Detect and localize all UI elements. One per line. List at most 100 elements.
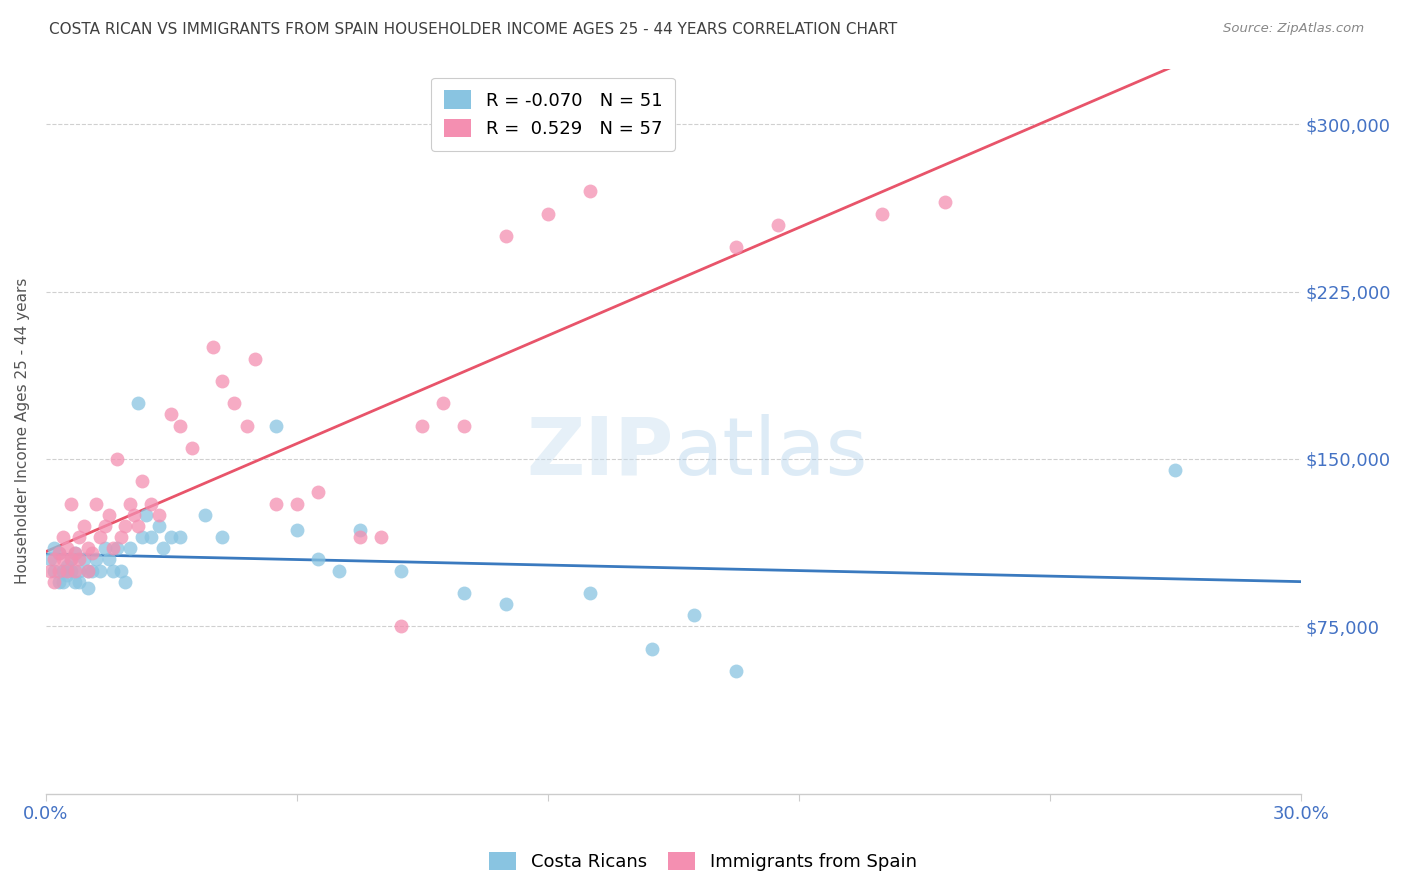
Point — [89, 564, 111, 578]
Point — [152, 541, 174, 556]
Point — [537, 206, 560, 220]
Point — [264, 497, 287, 511]
Point — [56, 564, 79, 578]
Point — [872, 206, 894, 220]
Point — [39, 552, 62, 566]
Point — [495, 597, 517, 611]
Point — [243, 351, 266, 366]
Point — [131, 530, 153, 544]
Point — [60, 552, 83, 566]
Point — [160, 408, 183, 422]
Point — [160, 530, 183, 544]
Point — [76, 541, 98, 556]
Point — [72, 552, 94, 566]
Text: ZIP: ZIP — [526, 414, 673, 491]
Point — [122, 508, 145, 522]
Point — [194, 508, 217, 522]
Point — [453, 586, 475, 600]
Point — [118, 497, 141, 511]
Point — [118, 541, 141, 556]
Point — [127, 519, 149, 533]
Point — [67, 530, 90, 544]
Point — [52, 530, 75, 544]
Point — [52, 574, 75, 589]
Point — [934, 195, 956, 210]
Point — [139, 497, 162, 511]
Point — [370, 530, 392, 544]
Point — [48, 564, 70, 578]
Point — [391, 619, 413, 633]
Point — [60, 497, 83, 511]
Point — [148, 519, 170, 533]
Point — [683, 608, 706, 623]
Point — [67, 574, 90, 589]
Point — [211, 530, 233, 544]
Point — [101, 564, 124, 578]
Point — [48, 574, 70, 589]
Point — [44, 552, 66, 566]
Point — [224, 396, 246, 410]
Point — [65, 564, 87, 578]
Point — [432, 396, 454, 410]
Point — [72, 519, 94, 533]
Point — [65, 546, 87, 560]
Point — [724, 664, 747, 678]
Point — [76, 564, 98, 578]
Point — [135, 508, 157, 522]
Point — [84, 552, 107, 566]
Point — [578, 586, 600, 600]
Point — [391, 564, 413, 578]
Point — [44, 574, 66, 589]
Point — [1164, 463, 1187, 477]
Point — [110, 564, 132, 578]
Point — [67, 564, 90, 578]
Point — [84, 497, 107, 511]
Point — [169, 530, 191, 544]
Point — [724, 240, 747, 254]
Point — [328, 564, 350, 578]
Point — [181, 441, 204, 455]
Point — [56, 559, 79, 574]
Point — [89, 530, 111, 544]
Point — [211, 374, 233, 388]
Point — [97, 508, 120, 522]
Point — [105, 541, 128, 556]
Legend: R = -0.070   N = 51, R =  0.529   N = 57: R = -0.070 N = 51, R = 0.529 N = 57 — [432, 78, 675, 151]
Point — [56, 541, 79, 556]
Point — [453, 418, 475, 433]
Point — [127, 396, 149, 410]
Point — [307, 485, 329, 500]
Point — [105, 452, 128, 467]
Point — [101, 541, 124, 556]
Point — [235, 418, 257, 433]
Point — [139, 530, 162, 544]
Text: COSTA RICAN VS IMMIGRANTS FROM SPAIN HOUSEHOLDER INCOME AGES 25 - 44 YEARS CORRE: COSTA RICAN VS IMMIGRANTS FROM SPAIN HOU… — [49, 22, 897, 37]
Point — [285, 524, 308, 538]
Point — [48, 546, 70, 560]
Point — [52, 552, 75, 566]
Point — [411, 418, 433, 433]
Point — [93, 541, 115, 556]
Point — [52, 564, 75, 578]
Point — [202, 340, 225, 354]
Legend: Costa Ricans, Immigrants from Spain: Costa Ricans, Immigrants from Spain — [482, 845, 924, 879]
Point — [110, 530, 132, 544]
Point — [114, 574, 136, 589]
Point — [48, 546, 70, 560]
Point — [169, 418, 191, 433]
Point — [76, 564, 98, 578]
Point — [56, 568, 79, 582]
Point — [65, 574, 87, 589]
Point — [131, 475, 153, 489]
Point — [578, 184, 600, 198]
Point — [80, 546, 103, 560]
Text: Source: ZipAtlas.com: Source: ZipAtlas.com — [1223, 22, 1364, 36]
Point — [264, 418, 287, 433]
Point — [60, 564, 83, 578]
Y-axis label: Householder Income Ages 25 - 44 years: Householder Income Ages 25 - 44 years — [15, 278, 30, 584]
Text: atlas: atlas — [673, 414, 868, 491]
Point — [766, 218, 789, 232]
Point — [60, 552, 83, 566]
Point — [495, 228, 517, 243]
Point — [44, 564, 66, 578]
